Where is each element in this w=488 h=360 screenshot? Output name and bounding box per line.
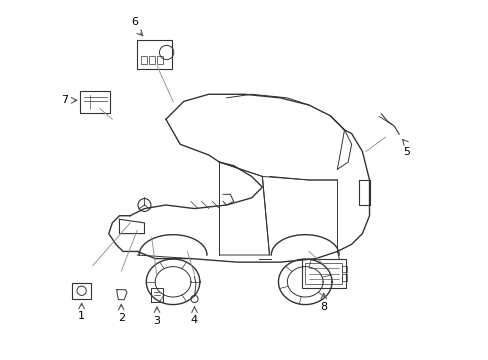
Text: 3: 3 <box>153 316 160 326</box>
Text: 8: 8 <box>320 302 326 312</box>
Text: 4: 4 <box>190 315 198 325</box>
Bar <box>156 57 163 64</box>
Bar <box>342 266 346 272</box>
Text: 7: 7 <box>61 95 68 105</box>
Bar <box>137 40 171 68</box>
Bar <box>342 274 346 281</box>
Bar <box>301 259 345 288</box>
Bar <box>80 91 110 113</box>
Text: 6: 6 <box>131 18 138 27</box>
Text: 5: 5 <box>402 147 409 157</box>
Text: 1: 1 <box>78 311 85 321</box>
Bar <box>72 283 91 298</box>
Bar <box>141 57 147 64</box>
Bar <box>305 263 342 284</box>
Text: 2: 2 <box>118 313 124 323</box>
Bar <box>148 57 155 64</box>
